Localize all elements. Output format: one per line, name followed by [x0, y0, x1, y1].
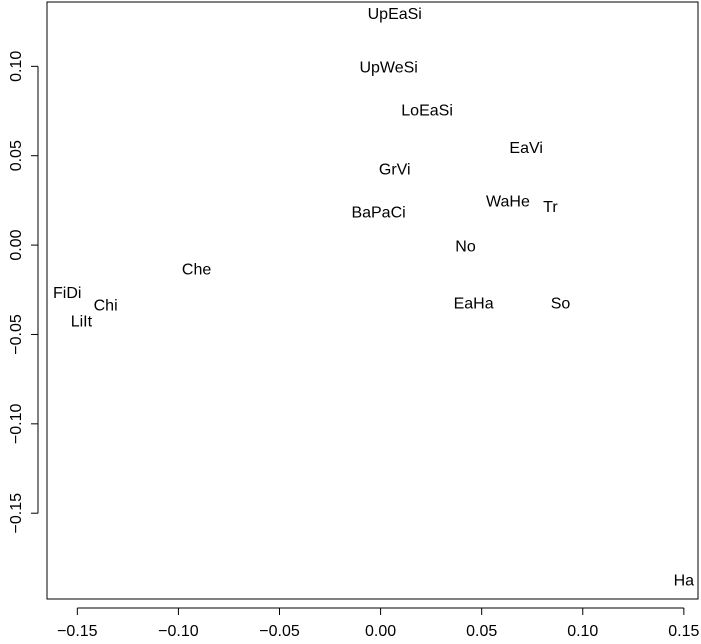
- point-label-che: Che: [182, 262, 211, 279]
- x-axis: −0.15 −0.10 −0.05 0.00 0.05 0.10 0.15: [57, 607, 700, 640]
- point-labels: UpEaSi UpWeSi LoEaSi EaVi GrVi WaHe Tr BaPaCi No…: [53, 6, 694, 590]
- y-tick-label: −0.05: [8, 314, 25, 355]
- x-tick-label: 0.10: [567, 623, 598, 640]
- point-label-so: So: [551, 296, 571, 313]
- y-tick-label: −0.15: [8, 493, 25, 534]
- point-label-loeasi: LoEaSi: [401, 103, 453, 120]
- y-axis: −0.15 −0.10 −0.05 0.00 0.05 0.10: [8, 51, 39, 534]
- point-label-fidi: FiDi: [53, 285, 81, 302]
- x-tick-label: 0.15: [668, 623, 699, 640]
- x-tick-label: −0.05: [259, 623, 300, 640]
- x-tick-label: 0.00: [365, 623, 396, 640]
- x-tick-label: −0.15: [57, 623, 98, 640]
- point-label-chi: Chi: [94, 297, 118, 314]
- point-label-grvi: GrVi: [379, 162, 411, 179]
- point-label-bapaci: BaPaCi: [351, 204, 405, 221]
- point-label-no: No: [455, 238, 476, 255]
- point-label-tr: Tr: [543, 199, 558, 216]
- y-tick-label: −0.10: [8, 403, 25, 444]
- x-tick-label: 0.05: [466, 623, 497, 640]
- point-label-liit: LiIt: [71, 313, 93, 330]
- x-tick-label: −0.10: [158, 623, 199, 640]
- point-label-ha: Ha: [674, 573, 695, 590]
- point-label-eavi: EaVi: [509, 140, 543, 157]
- point-label-wahe: WaHe: [486, 194, 530, 211]
- y-tick-label: 0.00: [8, 229, 25, 260]
- point-label-eaha: EaHa: [454, 296, 494, 313]
- point-label-upwesi: UpWeSi: [359, 60, 417, 77]
- y-tick-label: 0.10: [8, 51, 25, 82]
- plot-frame: [46, 1, 699, 600]
- point-label-upeasi: UpEaSi: [368, 6, 422, 23]
- y-tick-label: 0.05: [8, 140, 25, 171]
